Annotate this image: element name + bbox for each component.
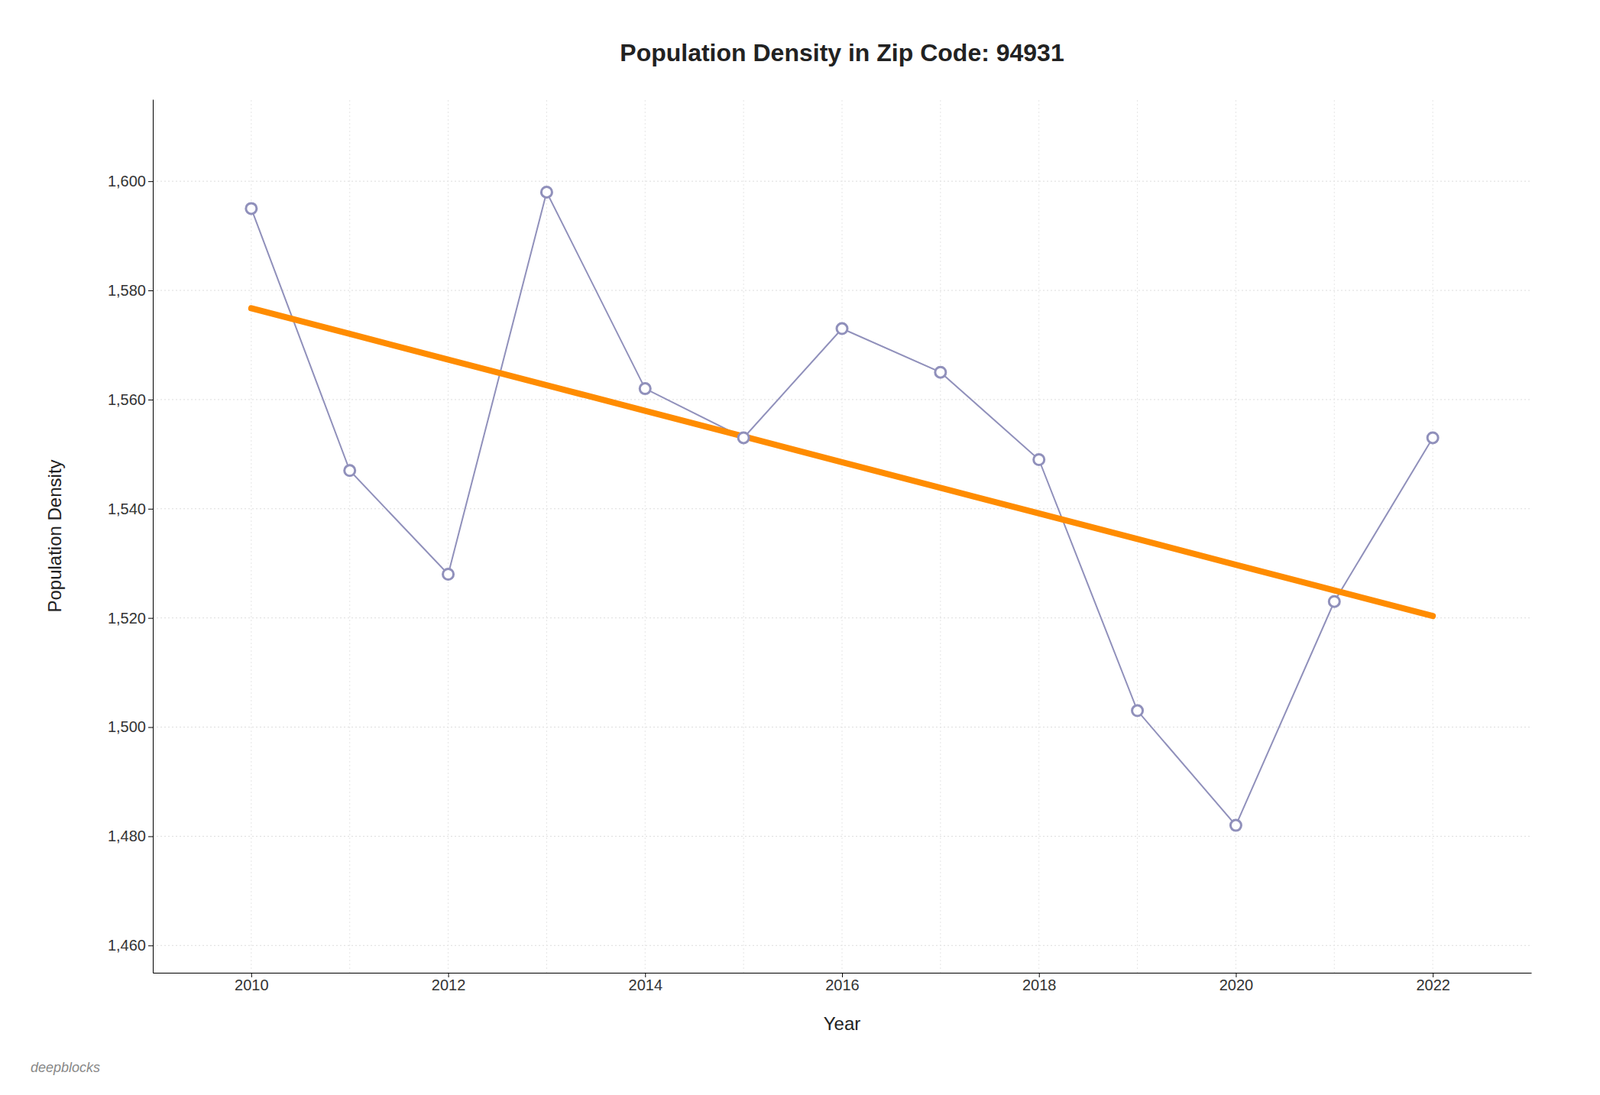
grid-line <box>939 99 941 973</box>
tick-label: 1,460 <box>107 936 146 954</box>
grid-line <box>1334 99 1335 973</box>
grid-line <box>152 835 1532 837</box>
tick-label: 2018 <box>1022 976 1057 994</box>
tick: 2014 <box>628 972 664 994</box>
marker <box>1132 705 1144 716</box>
marker <box>935 366 946 378</box>
grid-line <box>250 99 252 973</box>
plot-area <box>246 186 1439 831</box>
grid-line <box>1038 99 1040 973</box>
marker <box>344 465 356 477</box>
tick: 2016 <box>825 972 860 994</box>
marker <box>836 323 848 334</box>
x-axis: 2010 2012 2014 2016 2018 2020 2022 <box>153 972 1532 994</box>
tick: 1,540 <box>107 500 153 518</box>
tick-label: 2016 <box>825 976 860 994</box>
tick-mark <box>148 835 153 837</box>
grid-line <box>743 99 745 973</box>
tick: 1,460 <box>107 936 153 954</box>
tick-label: 1,600 <box>107 172 146 190</box>
grid-line <box>349 99 350 973</box>
tick-label: 2014 <box>628 976 664 994</box>
marker <box>639 383 651 395</box>
grid-line <box>152 290 1532 292</box>
grid-line <box>152 617 1532 619</box>
tick-label: 1,520 <box>107 609 146 627</box>
tick: 2018 <box>1022 972 1057 994</box>
watermark: deepblocks <box>30 1059 101 1076</box>
tick: 1,580 <box>107 281 153 299</box>
y-axis-title: Population Density <box>44 459 65 613</box>
axis-line <box>152 100 154 974</box>
x-axis-title: Year <box>823 1013 862 1034</box>
tick: 2022 <box>1415 972 1451 994</box>
tick-label: 2020 <box>1219 976 1254 994</box>
tick-mark <box>148 727 153 729</box>
title: Population Density in Zip Code: 94931 <box>619 38 1064 67</box>
tick-mark <box>148 181 153 182</box>
tick-mark <box>148 399 153 401</box>
grid-line <box>842 99 843 973</box>
tick-label: 2010 <box>234 976 269 994</box>
marker <box>443 569 454 580</box>
trend-line <box>251 307 1433 616</box>
grid-line <box>447 99 449 973</box>
tick: 1,560 <box>107 391 153 409</box>
grid <box>152 99 1532 973</box>
tick: 1,480 <box>107 827 153 845</box>
tick-label: 1,580 <box>107 281 146 299</box>
marker <box>1033 453 1045 465</box>
tick-label: 1,500 <box>107 718 146 736</box>
data-line <box>251 191 1433 826</box>
tick: 2010 <box>234 972 269 994</box>
grid-line <box>644 99 646 973</box>
y-axis: 1,460 1,480 1,500 1,520 1,540 1,560 1,580 1,600 <box>107 100 154 974</box>
tick: 1,600 <box>107 172 153 190</box>
marker <box>246 203 257 214</box>
marker <box>1328 595 1340 607</box>
grid-line <box>1432 99 1434 973</box>
tick-label: 2022 <box>1415 976 1451 994</box>
tick: 1,520 <box>107 609 153 627</box>
marker <box>1427 432 1439 444</box>
tick-label: 1,480 <box>107 827 146 845</box>
tick-mark <box>148 290 153 292</box>
chart: 20102012201420162018202020221,4601,4801,… <box>0 0 1600 1095</box>
tick-label: 1,560 <box>107 391 146 409</box>
tick-mark <box>148 508 153 510</box>
tick-label: 1,540 <box>107 500 146 518</box>
tick-mark <box>148 618 153 619</box>
grid-line <box>546 99 548 973</box>
tick: 2020 <box>1219 972 1254 994</box>
tick: 1,500 <box>107 718 153 736</box>
marker <box>1230 819 1241 831</box>
marker <box>540 186 552 198</box>
tick: 2012 <box>431 972 467 994</box>
grid-line <box>1235 99 1237 973</box>
tick-label: 2012 <box>431 976 467 994</box>
tick-mark <box>148 945 153 946</box>
marker <box>738 432 749 444</box>
